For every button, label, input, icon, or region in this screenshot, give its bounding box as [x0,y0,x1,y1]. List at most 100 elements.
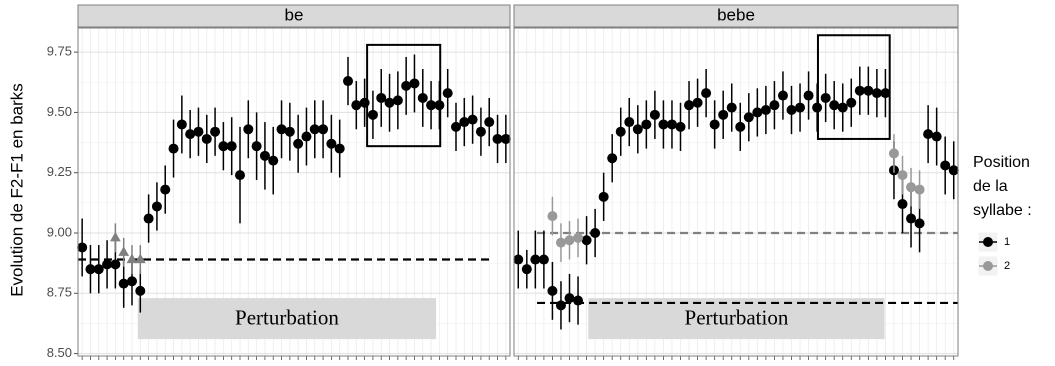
point [812,102,823,113]
point [914,218,925,229]
point [931,131,942,142]
point [564,235,575,246]
point [888,148,899,159]
point [193,126,204,137]
point [948,165,959,176]
legend-title: Position [973,154,1030,171]
point [897,170,908,181]
point [795,102,806,113]
point [210,126,221,137]
point [607,153,618,164]
legend-title: syllabe : [973,202,1032,219]
point [201,133,212,144]
point [235,170,245,181]
point [434,100,445,111]
point [185,129,196,140]
annotation-text: Perturbation [685,305,789,329]
point [573,232,584,243]
legend-symbol [983,237,993,247]
highlight-box [366,43,442,148]
point [760,105,771,115]
legend-label: 1 [1004,236,1010,248]
point [259,150,270,161]
point [392,95,403,106]
point [492,133,503,144]
point [649,109,660,120]
y-tick-label: 9.50 [47,104,72,119]
annotation-box [588,298,885,340]
strip-label: be [285,5,304,24]
point [521,264,532,275]
y-tick-label: 8.75 [47,285,72,300]
point [692,97,703,108]
point [293,138,304,149]
point [376,92,387,103]
point [359,97,370,108]
point [718,109,729,120]
legend-title: de la [973,178,1008,195]
point [126,253,138,264]
point [151,201,162,212]
point [726,102,737,113]
y-tick-label: 9.00 [47,224,72,239]
strip [513,4,959,28]
point [547,211,558,222]
point [134,253,146,264]
point [77,242,88,253]
point [590,228,601,238]
point [940,160,951,171]
point [351,100,362,111]
point [906,182,917,193]
point [846,97,857,108]
point [409,78,420,89]
point [573,295,584,306]
point [871,88,882,99]
y-tick-label: 8.50 [47,345,72,360]
legend-symbol [983,261,993,271]
strip-label: bebe [717,5,755,24]
point [218,141,229,152]
point [735,121,746,132]
highlight-box [816,34,891,140]
point [555,237,566,248]
point [863,85,874,96]
point [897,199,908,210]
point [168,143,179,154]
point [530,254,541,265]
point [143,213,154,224]
point [598,191,609,202]
point [914,184,925,195]
point [484,117,495,128]
point [268,155,279,166]
point [284,126,295,137]
point [85,264,96,275]
point [276,124,287,135]
point [803,90,814,101]
point [743,112,754,123]
point [500,133,511,144]
legend-label: 2 [1004,260,1010,272]
point [820,92,831,103]
point [301,131,312,142]
point [786,105,797,115]
point [701,88,712,99]
point [666,119,677,130]
point [309,124,320,135]
point [160,184,171,195]
point [93,264,104,275]
y-axis-label: Evolution de F2-F1 en barks [7,83,26,297]
point [243,124,254,135]
point [326,138,337,149]
point [837,102,848,113]
point [513,254,524,265]
point [641,119,652,130]
point [426,100,437,111]
point [547,285,558,296]
point [110,259,121,270]
panel-border [77,27,511,357]
point [564,293,575,304]
point [632,124,643,135]
point [923,129,934,140]
point [367,109,378,120]
